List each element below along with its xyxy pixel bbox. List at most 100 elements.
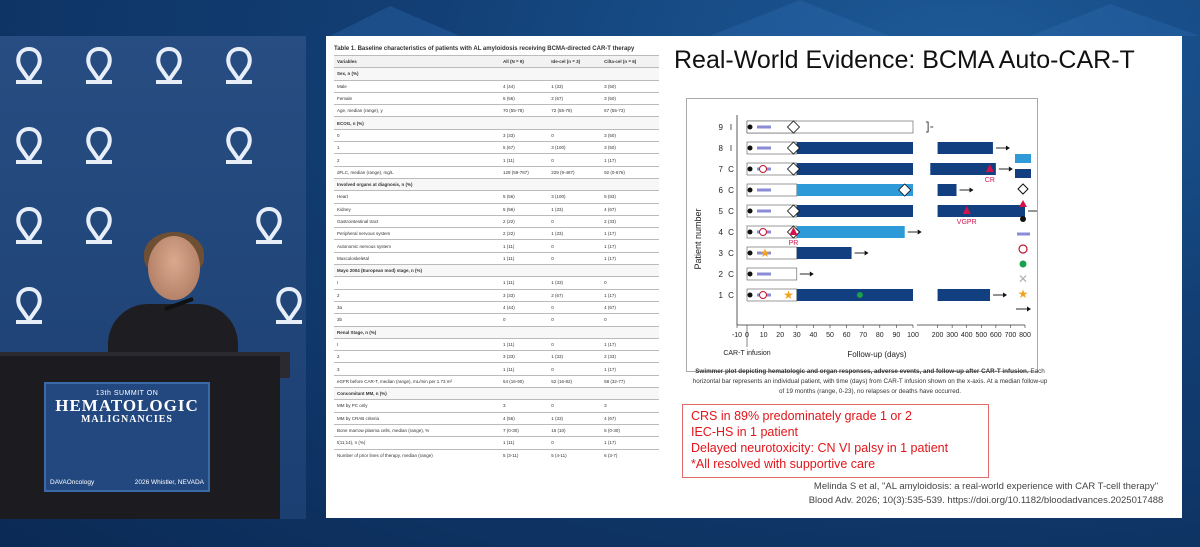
- alive-arrow-head: [917, 229, 922, 235]
- alive-arrow-head: [1005, 145, 1010, 151]
- caption-body: Each horizontal bar represents an indivi…: [692, 368, 1048, 395]
- backdrop-logo-icon: [220, 46, 258, 86]
- table-cell: 3: [601, 399, 659, 413]
- table-cell: Number of prior lines of therapy, median…: [334, 448, 500, 461]
- table-cell: [500, 325, 549, 339]
- table-row: Heart 5 (56) 3 (100) 5 (83): [334, 190, 659, 204]
- table-cell: 0: [500, 313, 549, 327]
- baseline-table-panel: Table 1. Baseline characteristics of pat…: [334, 46, 659, 461]
- citation: Melinda S et al, "AL amyloidosis: a real…: [796, 480, 1176, 508]
- sign-line1: 13th SUMMIT ON: [95, 390, 159, 397]
- table-cell: 5 (56): [500, 202, 549, 216]
- table-cell: 0: [548, 153, 602, 167]
- table-cell: 3 (33): [500, 350, 549, 363]
- table-cell: 70 (55-78): [500, 104, 549, 117]
- table-row: Mayo 2004 (European mod) stage, n (%): [334, 264, 659, 277]
- table-row: Renal Stage, n (%): [334, 325, 659, 339]
- table-cell: 1 (17): [601, 436, 659, 449]
- table-cell: t(11;14), n (%): [334, 436, 500, 449]
- table-cell: Bone marrow plasma cells, median (range)…: [334, 423, 500, 437]
- table-cell: 4 (67): [601, 300, 659, 314]
- table-cell: 2 (22): [500, 227, 549, 240]
- table-cell: 1 (33): [548, 79, 602, 93]
- patient-number-label: 4: [719, 228, 724, 237]
- legend-swatch-filgrastim: ★: [1018, 287, 1029, 301]
- table-cell: 1 (17): [601, 239, 659, 253]
- patient-product-label: C: [728, 228, 734, 237]
- table-cell: 1 (17): [601, 227, 659, 240]
- table-cell: 229 (9-487): [548, 165, 602, 179]
- patient-number-label: 3: [719, 249, 724, 258]
- table-cell: 4 (67): [601, 411, 659, 425]
- table-cell: 4 (67): [601, 202, 659, 216]
- table-cell: 5 (83): [601, 190, 659, 204]
- table-cell: [601, 387, 659, 400]
- table-cell: Renal Stage, n (%): [334, 325, 500, 339]
- table-cell: All (N = 9): [500, 54, 549, 68]
- backdrop-logo-icon: [250, 206, 288, 246]
- table-cell: [548, 387, 602, 400]
- table-cell: 3b: [334, 313, 500, 327]
- patient-number-label: 5: [719, 207, 724, 216]
- caption-title: Swimmer plot depicting hematologic and o…: [695, 368, 1029, 375]
- table-cell: Concomitant MM, n (%): [334, 387, 500, 400]
- patient-product-label: C: [728, 186, 734, 195]
- table-row: MM by PC only 3 0 3: [334, 399, 659, 413]
- table-cell: 1 (17): [601, 337, 659, 351]
- pre-response-bar: [746, 288, 798, 302]
- table-row: Gastrointestinal tract 2 (22) 0 2 (33): [334, 214, 659, 228]
- hem-bar: [796, 142, 913, 154]
- table-cell: [548, 177, 602, 191]
- table-cell: 3: [334, 362, 500, 376]
- table-row: Peripheral nervous system 2 (22) 1 (33) 1 (…: [334, 227, 659, 240]
- legend-swatch-mrd: [1017, 183, 1029, 195]
- table-cell: Cilta-cel (n = 6): [601, 54, 659, 68]
- x-tick-label: 400: [961, 332, 973, 339]
- alive-arrow-head: [1003, 292, 1008, 298]
- background-shape: [330, 0, 1200, 36]
- table-cell: 54 (16-90): [500, 374, 549, 388]
- table-cell: 0: [548, 313, 602, 327]
- table-cell: 2 (67): [548, 288, 602, 302]
- table-cell: 4 (56): [500, 411, 549, 425]
- sign-left-brand: DAVAOncology: [50, 479, 95, 486]
- table-cell: 4 (44): [500, 300, 549, 314]
- table-row: Autonomic nervous system 1 (11) 0 1 (17): [334, 239, 659, 253]
- table-cell: Male: [334, 79, 500, 93]
- mrd-negative-marker: [786, 162, 801, 176]
- table-cell: 2 (67): [548, 91, 602, 105]
- table-cell: dFLC, median (range), mg/L: [334, 165, 500, 179]
- table-cell: 0: [548, 436, 602, 449]
- table-cell: I: [334, 337, 500, 351]
- table-cell: 0: [334, 128, 500, 142]
- alive-arrow-head: [809, 271, 814, 277]
- table-cell: 2 (22): [500, 214, 549, 228]
- patient-number-label: 6: [719, 186, 724, 195]
- table-cell: Peripheral nervous system: [334, 227, 500, 240]
- patient-product-label: C: [728, 207, 734, 216]
- backdrop-logo-icon: [270, 286, 306, 326]
- patient-product-label: I: [730, 144, 732, 153]
- table-cell: 1 (11): [500, 337, 549, 351]
- table-cell: 1 (17): [601, 362, 659, 376]
- citation-line-2: Blood Adv. 2026; 10(3):535-539. https://…: [808, 495, 1164, 506]
- mrd-negative-marker: [786, 141, 801, 155]
- table-cell: [500, 264, 549, 277]
- patient-product-label: I: [730, 123, 732, 132]
- table-cell: 2 (33): [601, 214, 659, 228]
- summary-line-1: CRS in 89% predominately grade 1 or 2: [691, 409, 912, 423]
- table-cell: 0: [548, 251, 602, 265]
- table-row: Sex, n (%): [334, 67, 659, 81]
- table-row: 3b 0 0 0: [334, 313, 659, 327]
- table-cell: 1 (11): [500, 239, 549, 253]
- summary-line-2: IEC-HS in 1 patient: [691, 425, 798, 439]
- x-tick-label: 50: [826, 332, 834, 339]
- crs-marker: [747, 166, 753, 172]
- legend-swatch-svt: ✕: [1018, 272, 1028, 286]
- backdrop-logo-icon: [10, 206, 48, 246]
- crs-marker: [747, 250, 753, 256]
